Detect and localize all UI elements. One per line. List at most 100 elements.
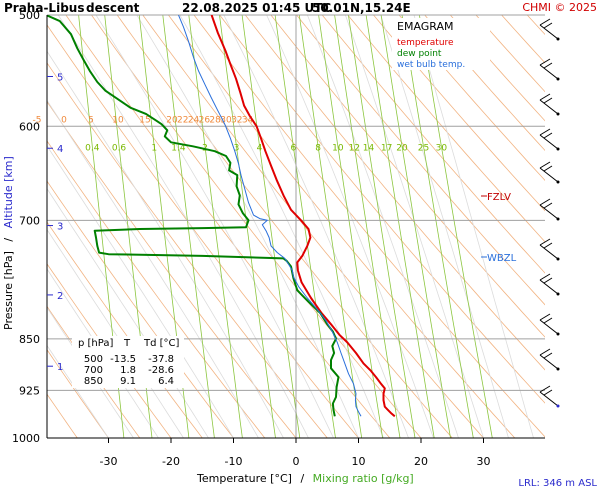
mixing-ratio-label: 20 (396, 143, 408, 153)
pressure-tick-labels: 500 600 700 850 925 1000 (12, 9, 40, 445)
mixing-ratio-line (219, 15, 276, 438)
theta-label: 22 (177, 115, 188, 125)
theta-label: -5 (32, 115, 41, 125)
theta-label: 32 (231, 115, 242, 125)
wind-barb-dot (556, 332, 560, 336)
dry-adiabat (142, 15, 484, 438)
moist-adiabat (266, 15, 434, 438)
wind-barb (539, 18, 560, 41)
wind-barb-staff (539, 279, 559, 295)
data-table: p [hPa] T Td [°C] 500 -13.5 -37.8 700 1.… (72, 336, 184, 388)
theta-label: 26 (199, 115, 211, 125)
dry-adiabat (47, 24, 359, 438)
mixing-ratio-lines (78, 15, 493, 438)
table-row-td: -28.6 (148, 365, 174, 376)
series-wet-bulb-temp-line (178, 15, 362, 417)
temperature-tick-labels: -30 -20 -10 0 10 20 30 (100, 438, 491, 468)
data-table-background (72, 336, 184, 388)
temperature-tick-label: 10 (352, 455, 366, 468)
dry-adiabat (244, 15, 545, 371)
chmi-credit: CHMI © 2025 (522, 1, 597, 14)
wind-barb-dot (556, 404, 560, 408)
svg-text:Pressure [hPa] /: Pressure [hPa] / Altitude [km] (2, 156, 15, 330)
header-station: Praha-Libus (4, 1, 84, 15)
mixing-ratio-label: 10 (332, 143, 344, 153)
wind-barb (539, 385, 560, 408)
dry-adiabat-lines (47, 15, 545, 438)
temperature-tick-label: -10 (225, 455, 243, 468)
mixing-ratio-line (380, 15, 451, 438)
x-axis-title-separator: / (300, 472, 304, 485)
y-axis-title-pressure: Pressure [hPa] (2, 251, 15, 330)
wind-barb-staff (539, 354, 559, 370)
header-mode: descent (86, 1, 140, 15)
theta-label: 30 (220, 115, 232, 125)
altitude-tick-label: 3 (57, 222, 63, 233)
wind-barb-staff (539, 319, 559, 335)
altitude-tick-label: 2 (57, 291, 63, 302)
dry-adiabat (398, 15, 545, 181)
table-header-p: p [hPa] (78, 338, 113, 349)
wind-barb-staff (539, 204, 559, 220)
moist-adiabat (413, 15, 534, 438)
legend-title: EMAGRAM (397, 20, 454, 33)
wind-barb (539, 161, 560, 184)
wind-barb-flag (539, 238, 551, 246)
mixing-ratio-line (401, 15, 474, 438)
wind-barb-flag (539, 93, 551, 101)
theta-label: 10 (112, 115, 124, 125)
wind-barb (539, 238, 560, 261)
table-row-p: 500 (84, 354, 103, 365)
wind-barbs (539, 18, 560, 408)
wind-barb-flag (543, 317, 553, 324)
wind-barb (539, 128, 560, 151)
legend-dew-point: dew point (397, 49, 442, 59)
wind-barb-dot (556, 37, 560, 41)
wind-barb-staff (539, 134, 559, 150)
dry-adiabat (91, 15, 422, 438)
table-row-td: -37.8 (148, 354, 174, 365)
series-lines (47, 15, 396, 418)
theta-label: 0 (61, 115, 67, 125)
moist-adiabat (47, 50, 284, 438)
mixing-ratio-label: 0.4 (85, 143, 100, 153)
x-axis-title: Temperature [°C] / Mixing ratio [g/kg] (196, 472, 414, 485)
mixing-ratio-label: 30 (436, 143, 448, 153)
table-row-t: -13.5 (110, 354, 136, 365)
theta-labels: -5 0 5 10 15 20 22 24 26 28 30 32 34 (32, 115, 253, 125)
wind-barb-flag (539, 348, 551, 356)
theta-label: 24 (188, 115, 200, 125)
y-axis-title-separator: / (2, 238, 15, 242)
table-header-td: Td [°C] (143, 338, 180, 349)
moist-adiabat (223, 15, 409, 438)
fzlv-label: FZLV (487, 192, 511, 203)
wind-barb-flag (543, 202, 553, 209)
wind-barb-dot (556, 147, 560, 151)
legend-wet-bulb: wet bulb temp. (397, 60, 465, 70)
wind-barb-flag (539, 313, 551, 321)
wind-barb-dot (556, 180, 560, 184)
temperature-tick-label: 0 (293, 455, 300, 468)
legend-box (392, 18, 490, 70)
wind-barb-flag (539, 18, 551, 26)
mixing-ratio-label: 8 (315, 143, 321, 153)
dry-adiabat (193, 15, 545, 438)
wind-barb-flag (543, 165, 553, 172)
mixing-ratio-line (241, 15, 301, 438)
temperature-tick-label: 20 (414, 455, 428, 468)
theta-label: 28 (209, 115, 221, 125)
moist-adiabat (95, 15, 334, 438)
dry-adiabat (270, 15, 545, 338)
table-row-td: 6.4 (158, 376, 174, 387)
series-dew-pointline (47, 15, 340, 417)
mixing-ratio-label: 1.4 (171, 143, 186, 153)
mixing-ratio-line (334, 15, 401, 438)
wind-barb-staff (539, 64, 559, 80)
wind-barb-staff (539, 167, 559, 183)
moist-adiabat (345, 15, 484, 438)
dry-adiabat (449, 15, 545, 122)
mixing-ratio-label: 17 (381, 143, 392, 153)
wind-barb (539, 58, 560, 81)
